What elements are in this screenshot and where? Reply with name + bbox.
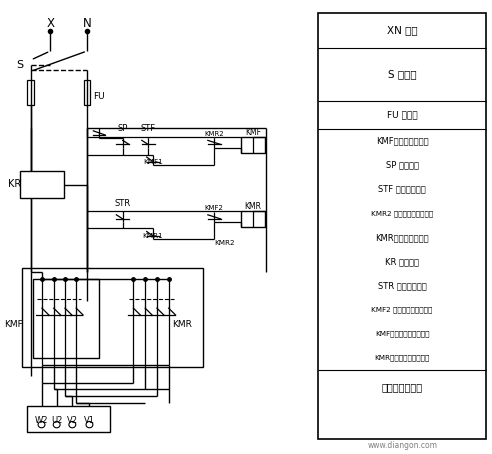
Text: KMR2: KMR2	[204, 131, 224, 137]
Bar	[28, 80, 34, 105]
Bar	[84, 80, 91, 105]
Text: FU 燔断器: FU 燔断器	[387, 111, 417, 120]
Text: STF: STF	[141, 124, 156, 133]
Text: KMF: KMF	[4, 320, 23, 329]
Text: V1: V1	[84, 415, 95, 424]
Text: KMR2: KMR2	[214, 240, 235, 246]
Text: www.diangon.com: www.diangon.com	[368, 441, 437, 450]
Text: KMF正转接触器的主触头: KMF正转接触器的主触头	[375, 331, 430, 337]
Text: 电动机的接线合: 电动机的接线合	[381, 382, 423, 392]
Text: KMR2 反转接触器常闭触头: KMR2 反转接触器常闭触头	[371, 210, 433, 217]
Bar	[241, 211, 265, 227]
Bar	[20, 172, 64, 197]
Bar	[27, 406, 110, 432]
Text: KMF1: KMF1	[143, 158, 163, 164]
Text: FU: FU	[93, 92, 105, 101]
Text: KR 热继电器: KR 热继电器	[385, 257, 419, 266]
Text: STR: STR	[115, 198, 131, 207]
Text: SP 停止按鈕: SP 停止按鈕	[386, 161, 419, 170]
Text: U2: U2	[51, 415, 62, 424]
Text: X: X	[46, 17, 54, 30]
Text: KMF2: KMF2	[205, 206, 224, 212]
Text: KMF2 正转接触器常闭触头: KMF2 正转接触器常闭触头	[371, 306, 433, 313]
Text: SP: SP	[118, 124, 128, 133]
Text: S: S	[16, 59, 24, 69]
Text: KR: KR	[8, 179, 21, 189]
Text: S 刀开关: S 刀开关	[388, 69, 416, 79]
Text: STR 反转起动按鈕: STR 反转起动按鈕	[378, 281, 427, 290]
Text: XN 电源: XN 电源	[387, 25, 417, 35]
Bar	[22, 267, 203, 367]
Text: KMF: KMF	[245, 128, 261, 137]
Text: KMR反转接触器线圈: KMR反转接触器线圈	[375, 233, 429, 242]
Bar	[241, 137, 265, 153]
Text: W2: W2	[35, 415, 48, 424]
Text: KMF正转接触器线圈: KMF正转接触器线圈	[376, 137, 429, 146]
Text: KMR: KMR	[245, 202, 261, 211]
Text: N: N	[83, 17, 92, 30]
Text: KMR: KMR	[173, 320, 192, 329]
Bar	[33, 279, 99, 358]
Text: V2: V2	[67, 415, 78, 424]
Text: KMR反转接触器的主触头: KMR反转接触器的主触头	[374, 355, 430, 361]
Text: STF 正转起动按鈕: STF 正转起动按鈕	[378, 185, 426, 194]
Bar	[318, 13, 486, 439]
Text: KMR1: KMR1	[143, 233, 163, 239]
